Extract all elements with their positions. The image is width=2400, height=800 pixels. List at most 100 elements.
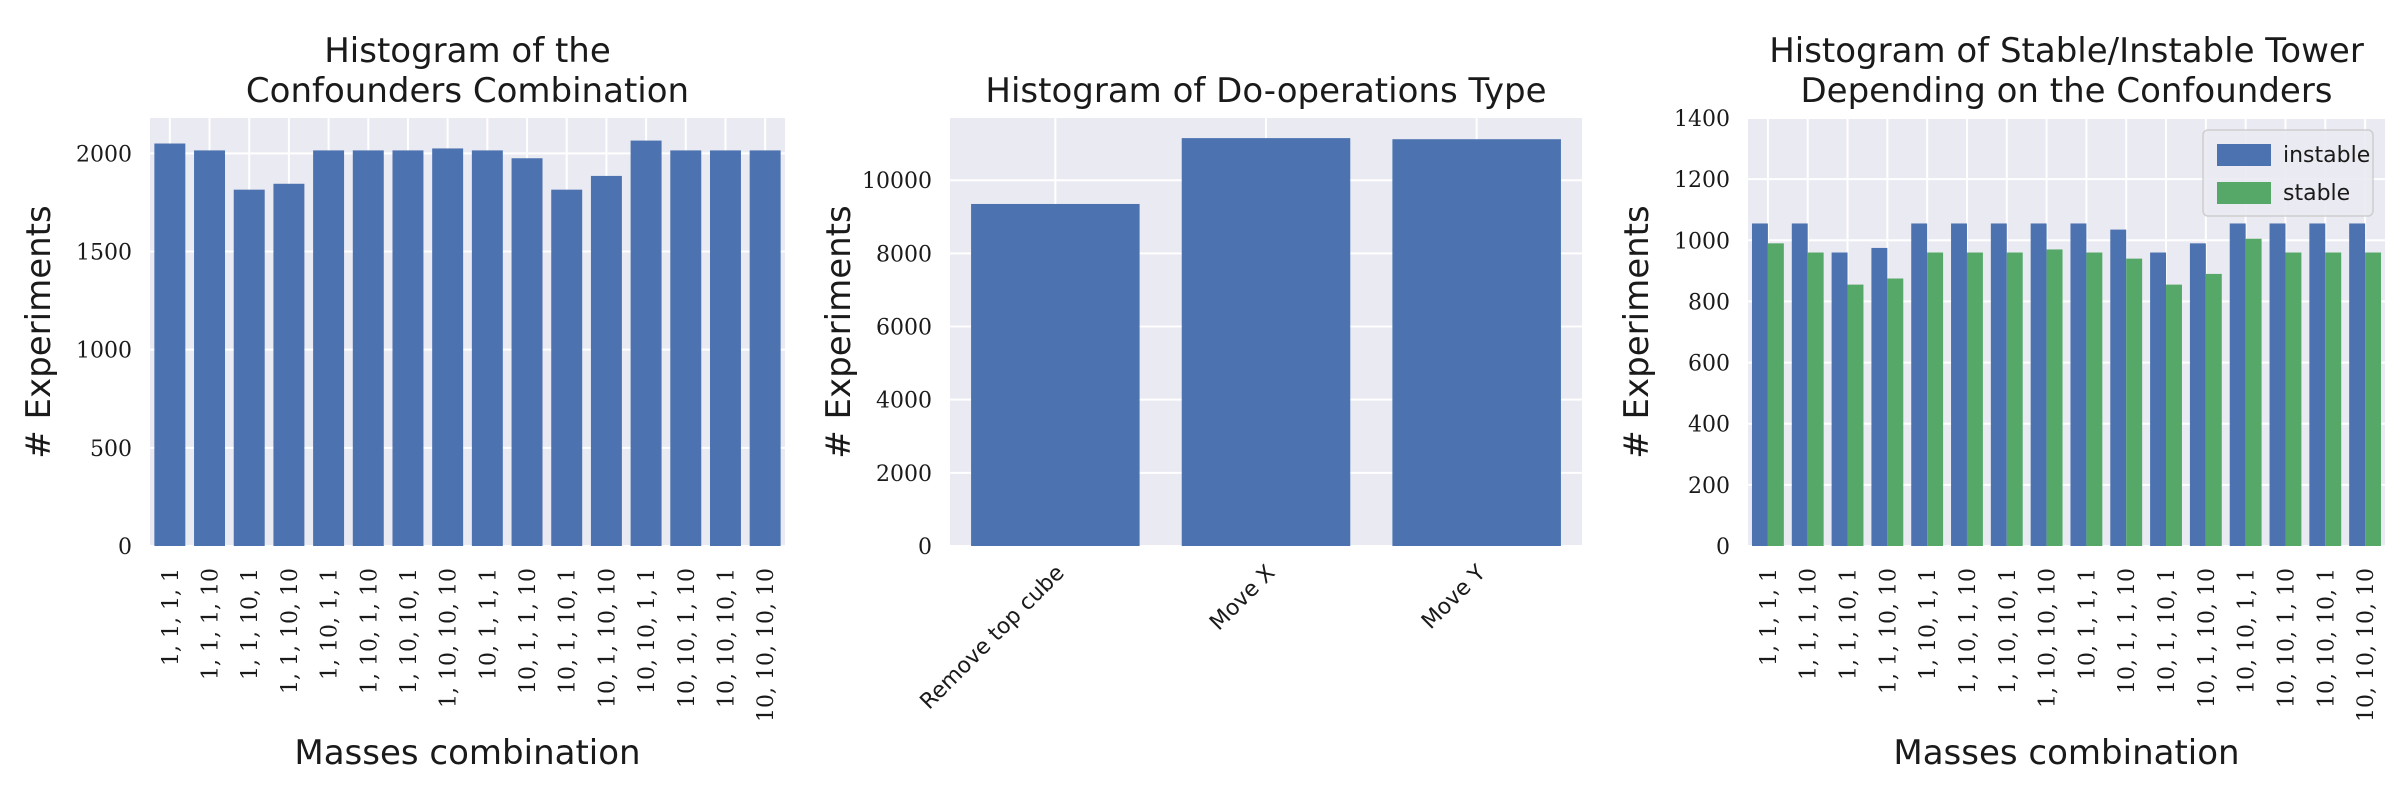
legend-swatch-stable: [2217, 182, 2271, 204]
bar-instable: [1871, 247, 1888, 546]
y-tick-label: 4000: [876, 389, 932, 414]
bar: [273, 183, 305, 547]
bar-instable: [1990, 223, 2007, 546]
bar-stable: [1847, 284, 1864, 546]
chart-title: Histogram of the: [324, 31, 611, 71]
x-tick-label: 10, 10, 1, 10: [675, 568, 700, 708]
bar: [1392, 139, 1561, 546]
legend-swatch-instable: [2217, 144, 2271, 166]
chart-title: Confounders Combination: [246, 71, 689, 111]
bar-instable: [1831, 252, 1848, 546]
y-tick-label: 0: [1716, 535, 1730, 560]
bar-instable: [2110, 229, 2127, 547]
x-tick-label: 1, 1, 10, 1: [1837, 568, 1862, 680]
x-tick-label: Move X: [1205, 561, 1280, 636]
chart-panel-3: 0 200 400 600 800 1000 1200 1400 1, 1, 1, 1 1, 1,…: [1617, 31, 2385, 773]
bar-stable: [2046, 249, 2063, 546]
y-axis-label: # Experiments: [19, 205, 59, 458]
y-tick-label: 600: [1688, 352, 1730, 377]
bar-stable: [2245, 238, 2262, 546]
bar-instable: [2229, 223, 2246, 546]
bar: [709, 150, 741, 546]
y-tick-label: 400: [1688, 413, 1730, 438]
x-tick-label: 10, 10, 10, 1: [2314, 568, 2339, 708]
bar-stable: [2126, 258, 2143, 546]
chart-title: Histogram of Do-operations Type: [985, 71, 1546, 111]
x-tick-label: 1, 10, 1, 1: [1916, 568, 1941, 680]
x-tick-label: 10, 1, 1, 1: [2075, 568, 2100, 680]
x-tick-label: 10, 10, 10, 10: [2354, 568, 2379, 722]
y-tick-label: 1200: [1674, 168, 1730, 193]
bar: [154, 143, 186, 546]
x-tick-label: 1, 10, 10, 1: [397, 568, 422, 694]
bar: [432, 148, 464, 546]
bar: [313, 150, 345, 546]
y-tick-label: 1000: [1674, 229, 1730, 254]
x-tick-label: 10, 1, 1, 1: [476, 568, 501, 680]
bar: [511, 158, 543, 546]
x-tick-label: 1, 1, 1, 10: [1797, 568, 1822, 680]
x-tick-label: 10, 10, 1, 10: [2274, 568, 2299, 708]
bar-stable: [2205, 273, 2222, 546]
y-axis-label: # Experiments: [1617, 205, 1657, 458]
x-tick-label: 10, 1, 10, 1: [556, 568, 581, 694]
y-tick-label: 2000: [876, 462, 932, 487]
x-tick-label: 10, 1, 10, 10: [595, 568, 620, 708]
bar-stable: [1807, 252, 1824, 546]
x-axis-label: Masses combination: [294, 733, 640, 773]
y-axis-label: # Experiments: [819, 205, 859, 458]
bar-instable: [2030, 223, 2047, 546]
bar-instable: [1791, 223, 1808, 546]
bar-instable: [2150, 252, 2167, 546]
bar: [670, 150, 702, 546]
x-tick-label: 1, 1, 10, 10: [278, 568, 303, 694]
x-tick-label: 1, 1, 1, 1: [1757, 568, 1782, 666]
x-tick-label: 1, 10, 1, 10: [1956, 568, 1981, 694]
x-tick-label: 10, 1, 10, 10: [2195, 568, 2220, 708]
x-tick-label: 1, 10, 10, 10: [437, 568, 462, 708]
chart-panel-2: 0 2000 4000 6000 8000 10000 Remove top cube Mov…: [819, 71, 1582, 715]
x-tick-label: 10, 10, 10, 10: [754, 568, 779, 722]
bar-stable: [2006, 252, 2023, 546]
x-tick-label: 10, 1, 10, 1: [2155, 568, 2180, 694]
y-tick-label: 500: [90, 437, 132, 462]
bar-stable: [1767, 243, 1784, 547]
x-tick-label: 1, 1, 10, 1: [238, 568, 263, 680]
chart-title: Depending on the Confounders: [1800, 71, 2332, 111]
x-tick-label: 10, 10, 10, 1: [714, 568, 739, 708]
x-tick-label: 1, 10, 1, 10: [357, 568, 382, 694]
y-tick-label: 1500: [76, 241, 132, 266]
legend-label-stable: stable: [2283, 181, 2350, 206]
bar-instable: [2070, 223, 2087, 546]
y-tick-label: 800: [1688, 290, 1730, 315]
x-tick-label: 1, 10, 10, 1: [1996, 568, 2021, 694]
y-tick-label: 2000: [76, 142, 132, 167]
bar: [630, 140, 662, 546]
x-tick-label: 1, 10, 1, 1: [318, 568, 343, 680]
x-tick-label: 1, 1, 1, 10: [199, 568, 224, 680]
chart-title: Histogram of Stable/Instable Tower: [1769, 31, 2364, 71]
bar: [551, 189, 583, 546]
bar-instable: [2189, 243, 2206, 547]
legend-label-instable: instable: [2283, 143, 2370, 168]
bar-stable: [1966, 252, 1983, 546]
y-tick-label: 0: [118, 535, 132, 560]
bar-instable: [2309, 223, 2326, 546]
bar: [471, 150, 503, 546]
y-tick-label: 1400: [1674, 107, 1730, 132]
x-tick-label: 10, 1, 1, 10: [516, 568, 541, 694]
bar-instable: [1951, 223, 1967, 546]
x-tick-label: 10, 10, 1, 1: [635, 568, 660, 694]
x-tick-label: Move Y: [1417, 560, 1491, 634]
bar: [590, 175, 622, 547]
x-tick-label: 10, 1, 1, 10: [2115, 568, 2140, 694]
legend: instable stable: [2202, 129, 2374, 217]
y-tick-label: 0: [918, 535, 932, 560]
bar: [1181, 138, 1351, 546]
y-tick-label: 200: [1688, 474, 1730, 499]
bar-instable: [2349, 223, 2366, 546]
bar: [749, 150, 781, 546]
bar: [194, 150, 226, 546]
